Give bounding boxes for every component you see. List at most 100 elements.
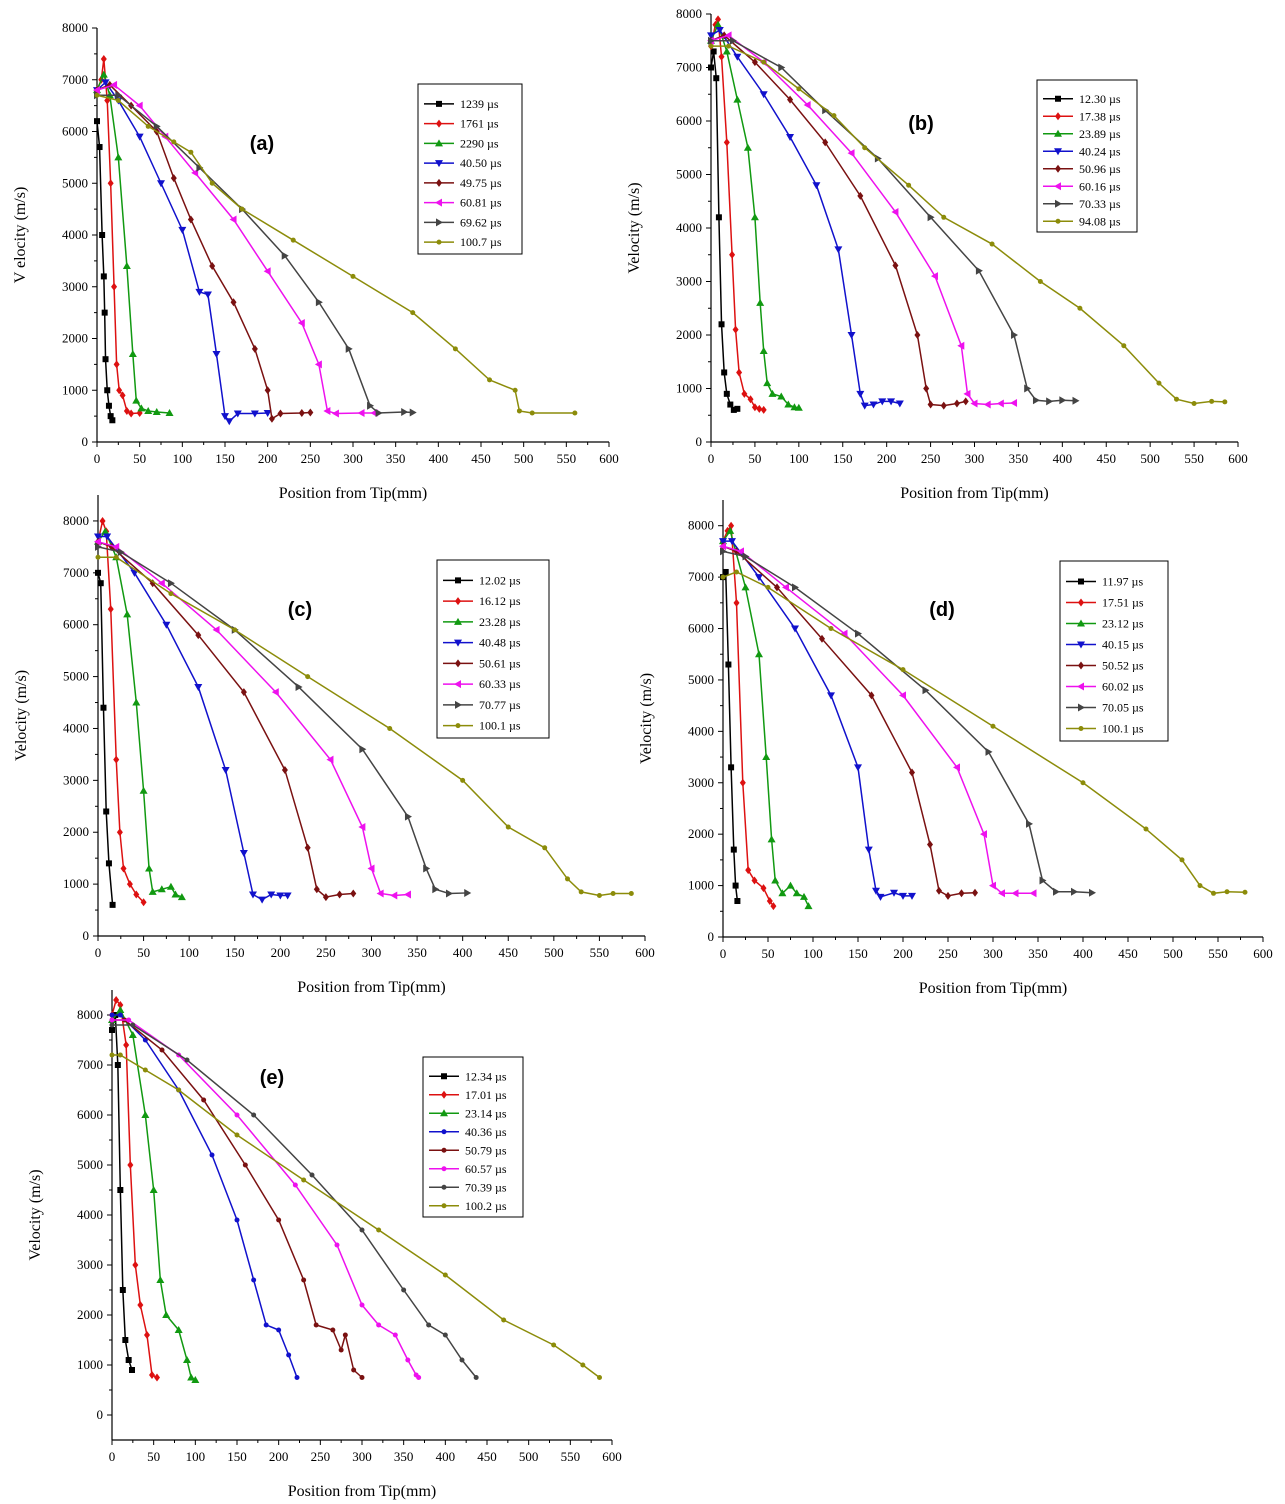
data-point	[891, 207, 899, 216]
data-point	[868, 691, 875, 700]
data-point	[117, 1001, 124, 1009]
data-point	[240, 688, 247, 697]
data-point	[107, 605, 114, 614]
data-point	[1039, 876, 1047, 885]
data-point	[1024, 384, 1032, 393]
series-line	[112, 1024, 477, 1378]
data-point	[914, 331, 921, 339]
series-line	[97, 540, 354, 898]
data-point	[970, 399, 978, 408]
data-point	[153, 122, 161, 131]
series-line	[112, 1054, 600, 1379]
data-point	[767, 835, 776, 843]
data-point	[114, 1062, 121, 1068]
data-point	[774, 583, 780, 592]
data-point	[778, 889, 787, 897]
data-point	[760, 884, 767, 893]
data-point	[747, 395, 754, 404]
data-point	[109, 1052, 115, 1058]
data-point	[729, 250, 736, 259]
x-axis-title: Position from Tip(mm)	[919, 980, 1067, 997]
data-point	[782, 583, 789, 592]
x-tick-label: 150	[833, 451, 853, 466]
y-tick-label: 3000	[676, 274, 702, 289]
data-point	[512, 387, 518, 393]
data-point	[930, 272, 938, 281]
data-point	[722, 568, 729, 575]
data-point	[1179, 857, 1185, 863]
data-point	[989, 881, 996, 890]
legend-marker	[435, 139, 443, 147]
legend-marker	[1054, 129, 1062, 137]
legend-marker	[1055, 218, 1061, 224]
data-point	[234, 1112, 240, 1118]
series-7	[708, 43, 1228, 406]
x-tick-label: 500	[1163, 946, 1183, 961]
series-4	[720, 542, 978, 900]
series-line	[710, 34, 966, 407]
data-point	[137, 1301, 144, 1309]
x-tick-label: 400	[1073, 946, 1093, 961]
x-tick-label: 400	[453, 945, 473, 960]
y-tick-label: 1000	[77, 1357, 103, 1372]
data-point	[909, 768, 915, 777]
x-tick-label: 350	[394, 1449, 414, 1464]
panel-label: (e)	[260, 1067, 284, 1089]
legend-entry: 40.36 µs	[465, 1125, 507, 1139]
x-axis-title: Position from Tip(mm)	[900, 485, 1048, 502]
data-point	[936, 886, 942, 895]
data-point	[794, 403, 803, 411]
data-point	[501, 1317, 507, 1323]
data-point	[114, 153, 123, 161]
x-tick-label: 450	[1097, 451, 1117, 466]
series-line	[96, 121, 114, 421]
legend-marker	[454, 639, 462, 647]
data-point	[572, 410, 578, 416]
y-tick-label: 7000	[688, 569, 714, 584]
data-point	[416, 1375, 422, 1380]
data-point	[191, 168, 199, 177]
data-point	[250, 410, 259, 418]
data-point	[116, 386, 123, 395]
series-3	[719, 538, 916, 901]
data-point	[736, 368, 743, 377]
data-point	[610, 890, 616, 896]
x-tick-label: 450	[471, 451, 491, 466]
legend-marker	[1055, 112, 1061, 121]
series-4	[708, 31, 969, 410]
data-point	[95, 542, 102, 551]
data-point	[1010, 398, 1018, 407]
legend-marker	[1055, 164, 1061, 173]
data-point	[117, 1012, 123, 1018]
legend-entry: 17.38 µs	[1079, 109, 1121, 123]
data-point	[597, 1375, 602, 1380]
data-point	[203, 291, 212, 299]
data-point	[359, 1375, 365, 1380]
data-point	[171, 890, 180, 898]
data-point	[759, 91, 768, 99]
data-point	[405, 1357, 411, 1363]
data-point	[403, 890, 411, 899]
data-point	[109, 1012, 115, 1018]
data-point	[755, 574, 763, 582]
data-point	[263, 410, 272, 418]
x-tick-label: 100	[186, 1449, 206, 1464]
data-point	[860, 402, 869, 410]
data-point	[756, 298, 765, 306]
data-point	[945, 891, 951, 900]
data-point	[787, 95, 794, 104]
data-point	[742, 552, 750, 561]
data-point	[101, 309, 108, 316]
y-tick-label: 0	[83, 928, 90, 943]
data-point	[113, 360, 120, 369]
data-point	[267, 891, 276, 899]
data-point	[119, 1287, 126, 1293]
data-point	[862, 145, 868, 151]
data-point	[941, 214, 947, 220]
legend-entry: 17.51 µs	[1102, 596, 1144, 610]
series-5	[93, 80, 378, 418]
data-point	[756, 404, 763, 413]
data-point	[157, 579, 165, 588]
data-point	[251, 1112, 257, 1118]
data-point	[1197, 883, 1203, 889]
